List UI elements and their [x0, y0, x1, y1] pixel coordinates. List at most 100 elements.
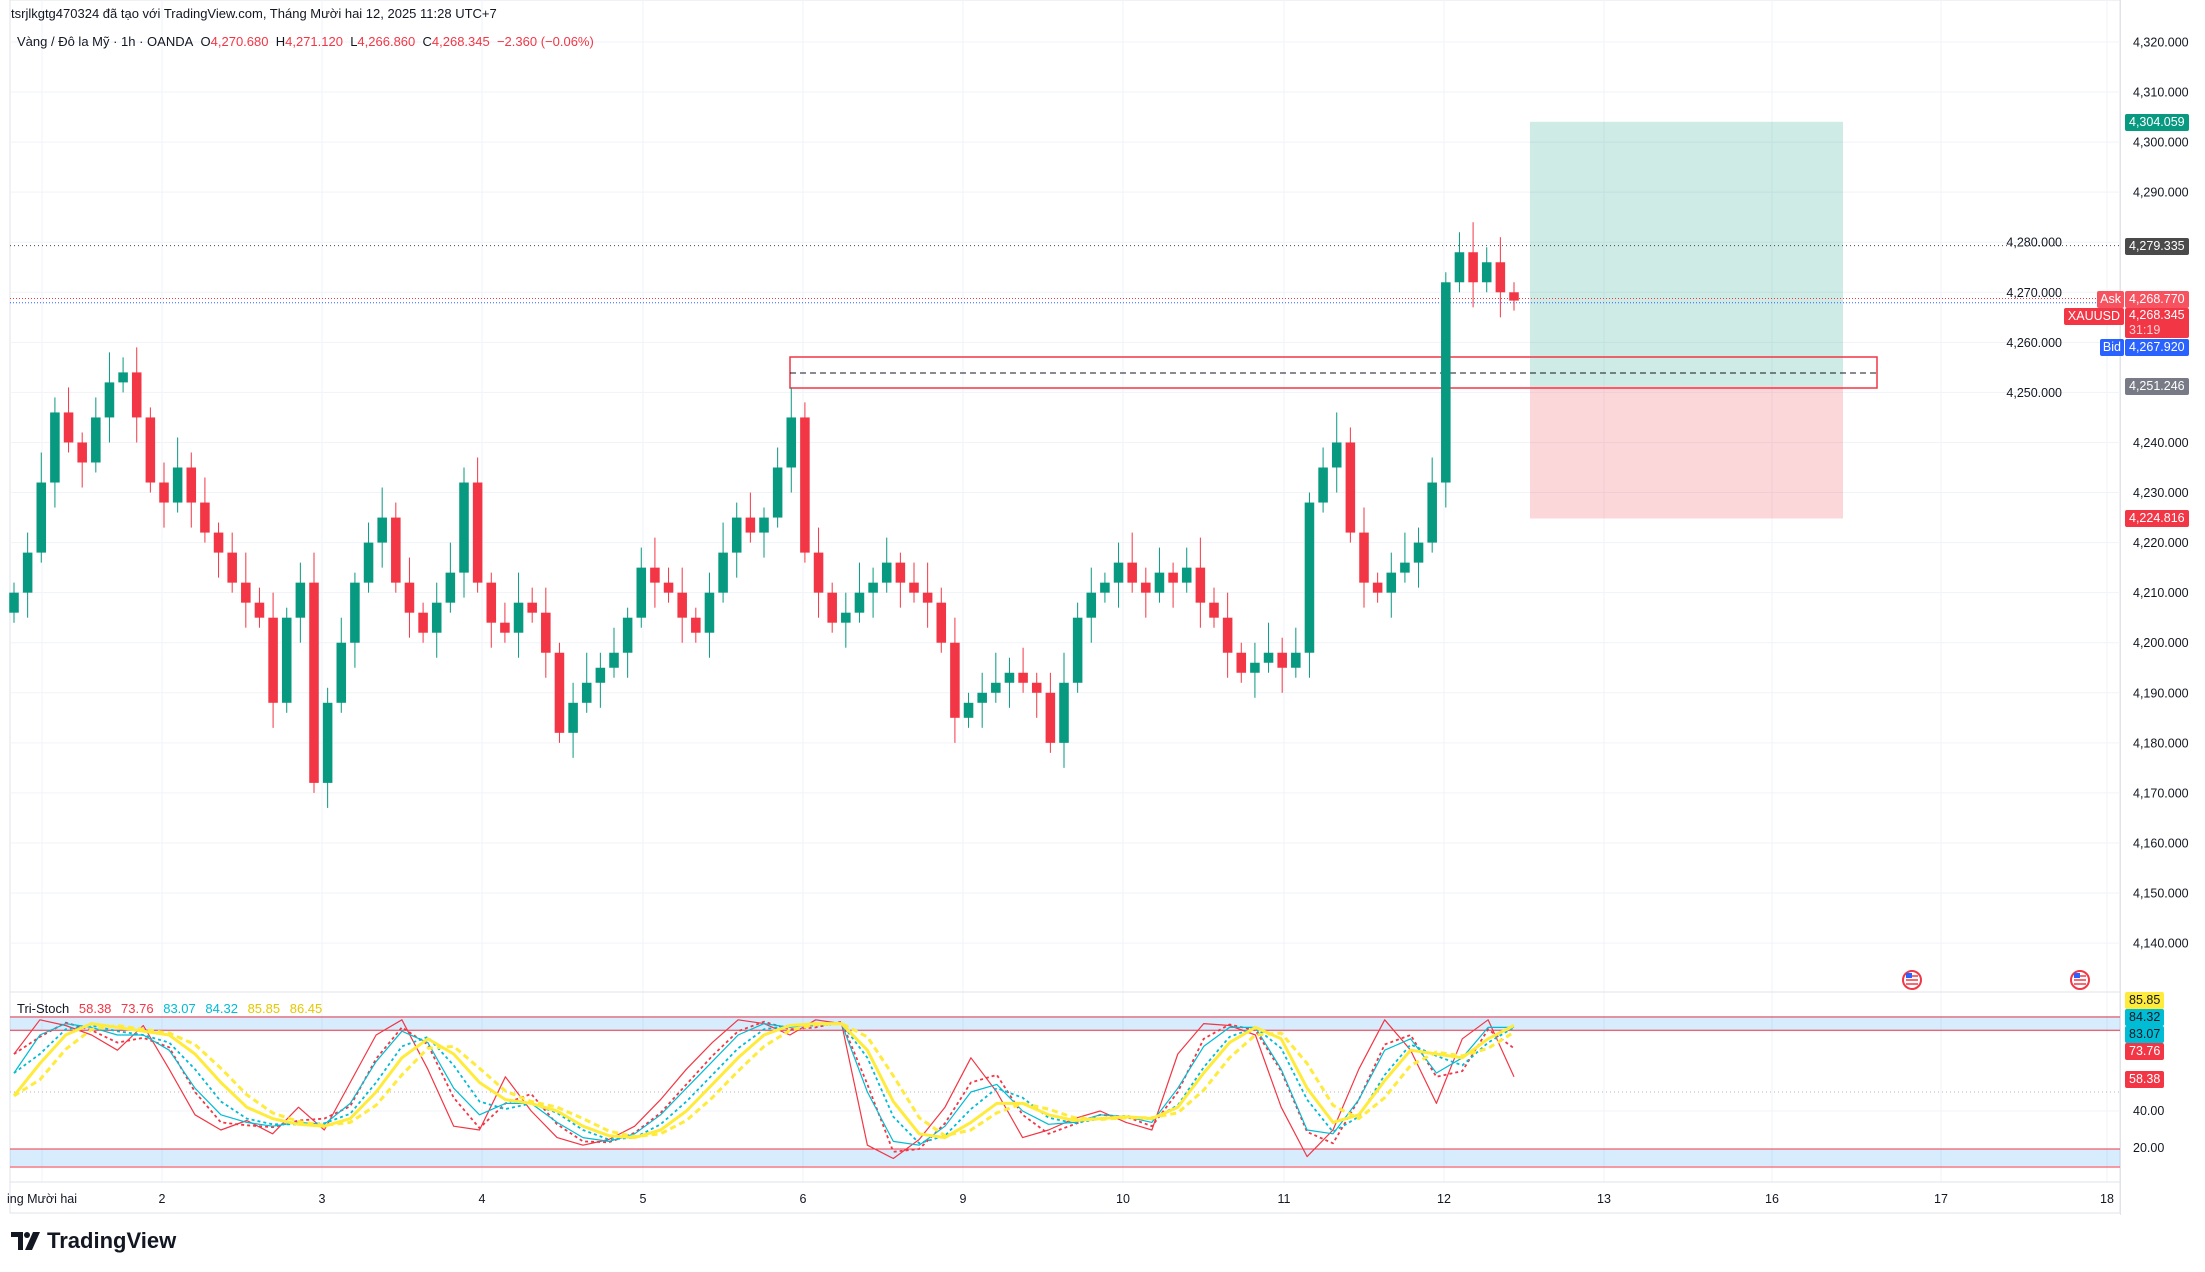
stoch-value: 84.32 [205, 1001, 238, 1016]
close-value: 4,268.345 [431, 34, 490, 49]
us-flag-icon[interactable] [2070, 970, 2090, 990]
candle-body [1454, 252, 1465, 283]
hline-price-tag: 4,279.335 [2125, 238, 2189, 255]
candle-body [36, 482, 47, 553]
tradingview-logo[interactable]: TradingView [11, 1228, 176, 1254]
candle-body [91, 417, 101, 463]
candle-body [1127, 562, 1137, 583]
candle-body [609, 652, 619, 668]
profit-zone [1530, 121, 1843, 387]
candle-body [704, 592, 715, 633]
candle-body [895, 562, 906, 583]
stoch-tag: 73.76 [2125, 1043, 2165, 1060]
price-axis-label: 4,220.000 [2133, 536, 2189, 550]
candle-body [281, 617, 292, 703]
time-axis-label: 13 [1597, 1192, 1611, 1206]
candle-body [827, 592, 837, 623]
candle-body [1222, 617, 1233, 653]
tradingview-logo-icon [11, 1232, 40, 1250]
stop-price-tag: 4,224.816 [2125, 510, 2189, 527]
brand-name: TradingView [47, 1228, 177, 1253]
candle-body [472, 482, 483, 583]
price-axis-label: 4,180.000 [2133, 736, 2189, 750]
price-axis-label: 4,170.000 [2133, 786, 2189, 800]
stoch-tag: 83.07 [2125, 1026, 2165, 1043]
candle-body [500, 622, 510, 633]
candle-body [963, 702, 974, 718]
high-value: 4,271.120 [285, 34, 343, 49]
candle-body [1304, 502, 1315, 653]
symbol-description[interactable]: Vàng / Đô la Mỹ · 1h · OANDA [17, 34, 194, 49]
price-axis-label: 4,310.000 [2133, 86, 2189, 100]
stoch-slow-k-line [12, 1022, 1515, 1140]
price-axis[interactable] [2120, 0, 2205, 1215]
candle-body [1113, 562, 1124, 583]
candle-body [431, 602, 442, 633]
stoch-legend[interactable]: Tri-Stoch 58.38 73.76 83.07 84.32 85.85 … [17, 1001, 328, 1016]
time-axis-label: 4 [479, 1192, 486, 1206]
price-axis-label: 4,270.000 [2006, 286, 2062, 300]
candle-body [759, 517, 769, 533]
candle-body [881, 562, 892, 583]
candle-body [991, 682, 1001, 693]
candle-body [581, 682, 592, 703]
candle-body [1018, 672, 1028, 683]
candle-body [731, 517, 742, 553]
candle-body [254, 602, 265, 618]
stoch-value: 58.38 [78, 1001, 112, 1016]
candle-body [131, 372, 142, 418]
candle-body [1045, 692, 1056, 743]
candle-body [1468, 252, 1478, 283]
candle-body [22, 552, 33, 593]
stoch-value: 85.85 [247, 1001, 281, 1016]
candle-body [745, 517, 756, 533]
price-axis-label: 4,280.000 [2006, 236, 2062, 250]
candle-body [554, 652, 565, 733]
price-axis-label: 4,190.000 [2133, 686, 2189, 700]
candle-body [936, 602, 947, 643]
candle-body [977, 692, 987, 703]
candle-body [1441, 282, 1451, 483]
candle-body [104, 382, 115, 418]
bar-countdown: 31:19 [2129, 323, 2161, 337]
candle-body [1427, 482, 1437, 543]
candle-body [800, 417, 810, 553]
low-value: 4,266.860 [357, 34, 416, 49]
symbol-tag: XAUUSD [2063, 308, 2124, 325]
candle-body [1236, 652, 1247, 673]
price-axis-label: 4,320.000 [2133, 36, 2189, 50]
stoch-axis-label: 40.00 [2133, 1104, 2165, 1118]
candle-body [1318, 467, 1328, 503]
candle-body [1386, 572, 1397, 593]
candle-body [1154, 572, 1165, 593]
time-axis-label: ing Mười hai [7, 1192, 77, 1206]
candle-body [418, 612, 428, 633]
stoch-value: 73.76 [121, 1001, 154, 1016]
candle-body [200, 502, 210, 533]
low-label: L [350, 34, 358, 49]
candle-body [459, 482, 469, 573]
stoch-band [10, 1016, 2120, 1032]
candle-body [50, 412, 60, 483]
candle-body [377, 517, 387, 543]
stoch-tag: 58.38 [2125, 1071, 2165, 1088]
candle-body [309, 582, 319, 783]
close-label: C [422, 34, 432, 49]
last-price: 4,268.345 [2129, 308, 2185, 322]
candle-body [1004, 672, 1015, 683]
candle-body [909, 582, 919, 593]
symbol-legend: Vàng / Đô la Mỹ · 1h · OANDA O4,270.680 … [17, 34, 594, 49]
ask-label: Ask [2097, 291, 2124, 308]
price-axis-label: 4,160.000 [2133, 836, 2189, 850]
candle-body [1168, 572, 1178, 583]
candle-body [677, 592, 687, 618]
candle-body [363, 542, 374, 583]
candle-body [1209, 602, 1219, 618]
candle-body [527, 602, 537, 613]
candle-body [1086, 592, 1097, 618]
candle-body [786, 417, 797, 468]
us-flag-icon[interactable] [1902, 970, 1922, 990]
candle-body [295, 582, 306, 618]
candle-body [391, 517, 401, 583]
